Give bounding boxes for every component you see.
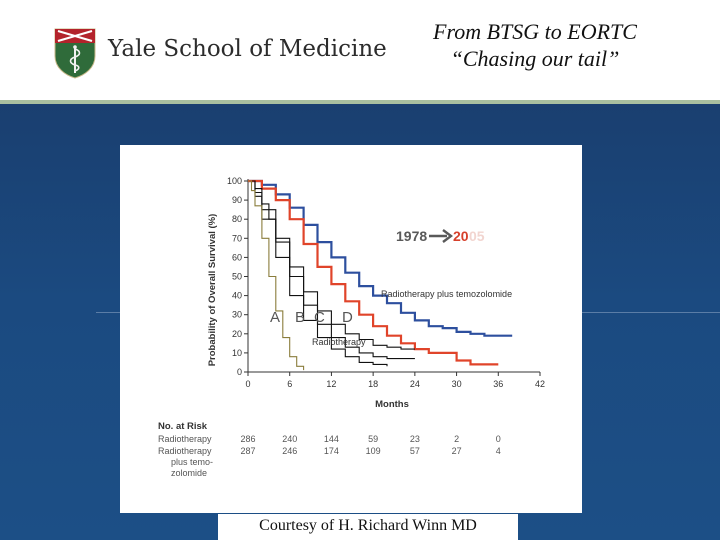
series-line-radiotherapy <box>248 179 499 366</box>
risk-value: 59 <box>368 434 378 444</box>
label-curve-a: A <box>270 309 280 326</box>
y-tick-label: 20 <box>232 329 242 339</box>
x-tick-label: 12 <box>326 379 336 389</box>
y-tick-label: 80 <box>232 214 242 224</box>
risk-value: 144 <box>324 434 339 444</box>
label-rt: Radiotherapy <box>312 337 366 347</box>
risk-value: 0 <box>496 434 501 444</box>
x-tick-label: 18 <box>368 379 378 389</box>
risk-value: 2 <box>454 434 459 444</box>
year-to: 20 <box>453 228 469 244</box>
y-tick-label: 40 <box>232 291 242 301</box>
label-rt-tmz: Radiotherapy plus temozolomide <box>381 289 512 299</box>
risk-row-label-rt-tmz-1: Radiotherapy <box>158 446 212 456</box>
y-tick-label: 90 <box>232 195 242 205</box>
y-axis-title: Probability of Overall Survival (%) <box>207 214 218 367</box>
y-tick-label: 0 <box>237 367 242 377</box>
arrow-right-icon <box>429 229 453 243</box>
y-tick-label: 10 <box>232 348 242 358</box>
logo-text: Yale School of Medicine <box>108 36 387 62</box>
risk-value: 286 <box>240 434 255 444</box>
risk-value: 246 <box>282 446 297 456</box>
y-tick-label: 100 <box>227 176 242 186</box>
x-axis-title: Months <box>375 399 409 410</box>
year-from: 1978 <box>396 228 427 244</box>
risk-row-label-rt: Radiotherapy <box>158 434 212 444</box>
risk-row-label-rt-tmz-2: plus temo- <box>171 457 213 467</box>
risk-value: 27 <box>452 446 462 456</box>
series-line-a <box>248 180 415 350</box>
x-tick-label: 24 <box>410 379 420 389</box>
year-to-faded: 05 <box>469 228 485 244</box>
y-tick-label: 70 <box>232 233 242 243</box>
risk-value: 57 <box>410 446 420 456</box>
credit-caption: Courtesy of H. Richard Winn MD <box>218 514 518 540</box>
label-curve-d: D <box>342 309 353 326</box>
header-band <box>0 0 720 104</box>
x-tick-label: 36 <box>493 379 503 389</box>
risk-value: 109 <box>366 446 381 456</box>
risk-table-title: No. at Risk <box>158 421 208 432</box>
x-tick-label: 6 <box>287 379 292 389</box>
slide-title: From BTSG to EORTC “Chasing our tail” <box>410 18 660 72</box>
series-line-radiotherapy-plus-temozolomide <box>248 179 513 337</box>
slide-title-line1: From BTSG to EORTC <box>433 19 637 44</box>
x-tick-label: 30 <box>452 379 462 389</box>
y-tick-label: 60 <box>232 252 242 262</box>
x-tick-label: 42 <box>535 379 545 389</box>
label-curve-b: B <box>295 309 305 326</box>
y-tick-label: 30 <box>232 310 242 320</box>
risk-value: 23 <box>410 434 420 444</box>
risk-value: 174 <box>324 446 339 456</box>
year-annotation: 1978 20 05 <box>396 228 485 244</box>
y-tick-label: 50 <box>232 272 242 282</box>
slide-title-line2: “Chasing our tail” <box>450 46 620 71</box>
risk-row-label-rt-tmz-3: zolomide <box>171 468 207 478</box>
survival-figure: 0 10 20 30 40 50 60 70 80 90 100 0 6 12 18 24 30 36 42 Pro… <box>120 145 582 513</box>
series-line-d <box>248 180 305 371</box>
x-tick-label: 0 <box>245 379 250 389</box>
yale-shield-icon <box>52 26 98 85</box>
label-curve-c: C <box>314 309 325 326</box>
risk-value: 240 <box>282 434 297 444</box>
risk-value: 287 <box>240 446 255 456</box>
risk-value: 4 <box>496 446 501 456</box>
header-accent-line <box>0 100 720 105</box>
